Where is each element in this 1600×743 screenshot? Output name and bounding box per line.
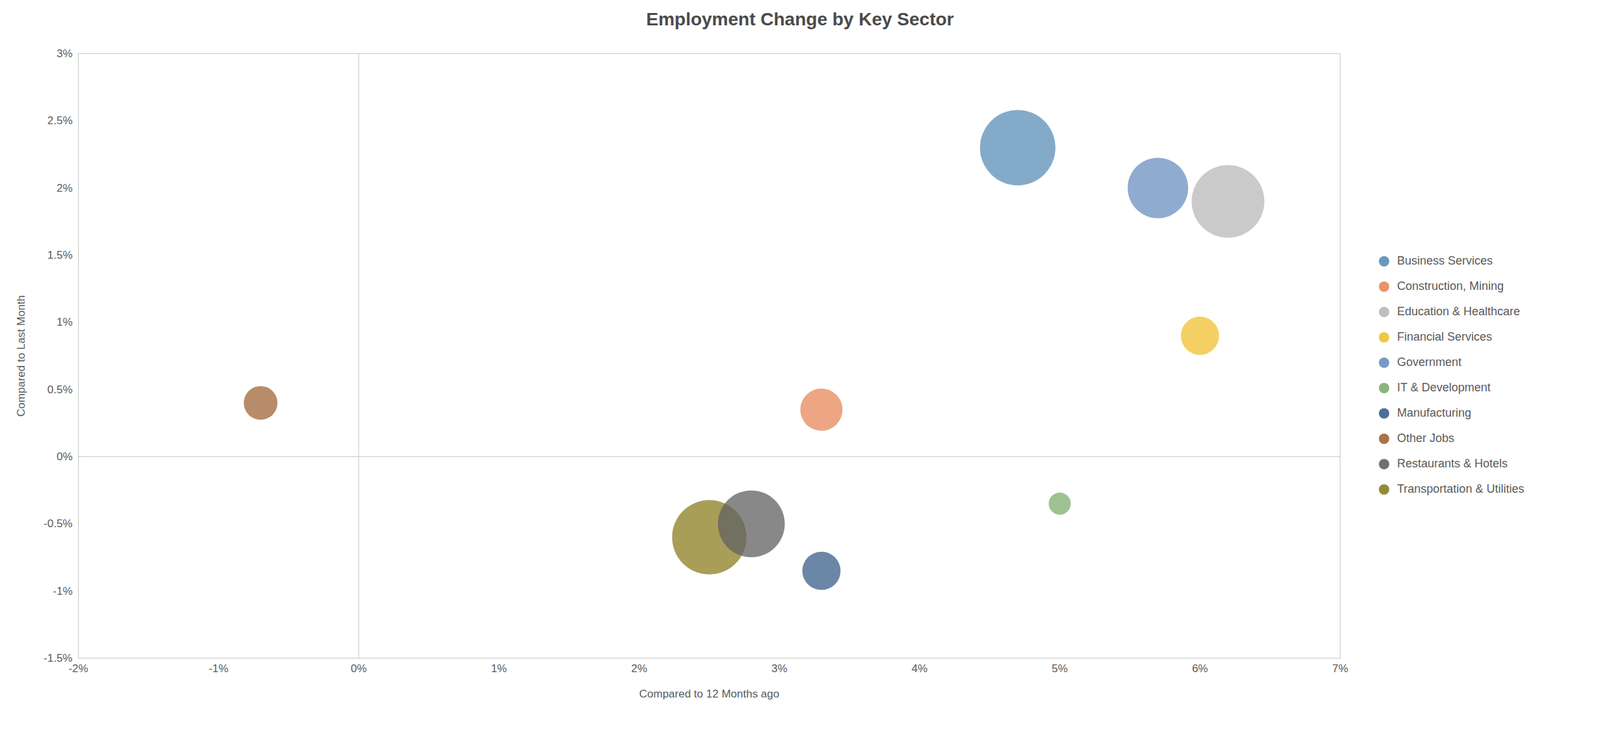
svg-text:5%: 5% <box>1051 662 1068 676</box>
svg-text:3%: 3% <box>56 47 73 60</box>
svg-text:Compared to 12 Months ago: Compared to 12 Months ago <box>639 688 780 701</box>
html-text:Restaurants & Hotels: Restaurants & Hotels <box>1397 457 1508 471</box>
svg-text:-1%: -1% <box>52 585 73 598</box>
svg-text:7%: 7% <box>1332 662 1349 676</box>
svg-text:-0.5%: -0.5% <box>43 517 73 531</box>
svg-text:-2%: -2% <box>68 662 88 676</box>
html-text:Construction, Mining: Construction, Mining <box>1397 279 1504 293</box>
html-text:Employment Change by Key Secto: Employment Change by Key Sector <box>646 9 954 30</box>
svg-text:0%: 0% <box>350 662 367 676</box>
svg-text:0.5%: 0.5% <box>47 383 73 397</box>
svg-text:1%: 1% <box>491 662 508 676</box>
svg-text:-1.5%: -1.5% <box>43 652 73 665</box>
html-text:Financial Services: Financial Services <box>1397 330 1493 344</box>
svg-text:-1%: -1% <box>208 662 229 676</box>
svg-text:1.5%: 1.5% <box>47 249 73 262</box>
svg-text:1%: 1% <box>56 316 73 329</box>
svg-text:Compared to Last Month: Compared to Last Month <box>14 295 28 417</box>
html-text:Government: Government <box>1397 355 1462 369</box>
html-text:Other Jobs: Other Jobs <box>1397 431 1455 445</box>
svg-text:3%: 3% <box>771 662 788 676</box>
html-text:IT & Development: IT & Development <box>1397 381 1491 395</box>
svg-text:2%: 2% <box>56 182 73 195</box>
html-text:Business Services: Business Services <box>1397 254 1493 268</box>
svg-text:2%: 2% <box>630 662 648 676</box>
html-text:Education & Healthcare: Education & Healthcare <box>1397 305 1521 319</box>
svg-text:0%: 0% <box>56 450 73 464</box>
svg-text:6%: 6% <box>1192 662 1209 676</box>
html-text:Manufacturing: Manufacturing <box>1397 406 1472 420</box>
html-text:Transportation & Utilities: Transportation & Utilities <box>1397 482 1525 496</box>
svg-text:2.5%: 2.5% <box>47 114 73 127</box>
svg-text:4%: 4% <box>911 662 929 676</box>
